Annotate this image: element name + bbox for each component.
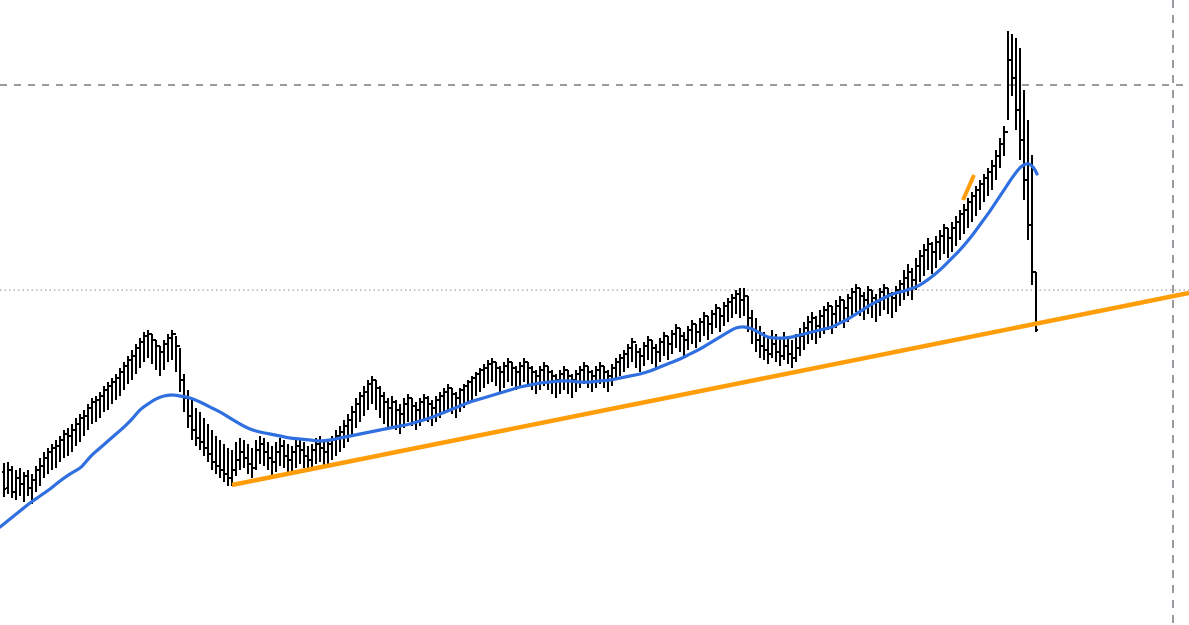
ohlc-bar[interactable] (1, 463, 7, 497)
horizontal-gridlines (0, 84, 1189, 291)
trendline-group[interactable] (231, 174, 1189, 488)
short-orange-overlay-segment[interactable] (961, 174, 976, 201)
moving-average-group[interactable] (0, 162, 1039, 529)
moving-average-line[interactable] (0, 162, 1039, 529)
ascending-support-trendline[interactable] (231, 290, 1189, 488)
ohlc-bars-group[interactable] (1, 31, 1039, 504)
